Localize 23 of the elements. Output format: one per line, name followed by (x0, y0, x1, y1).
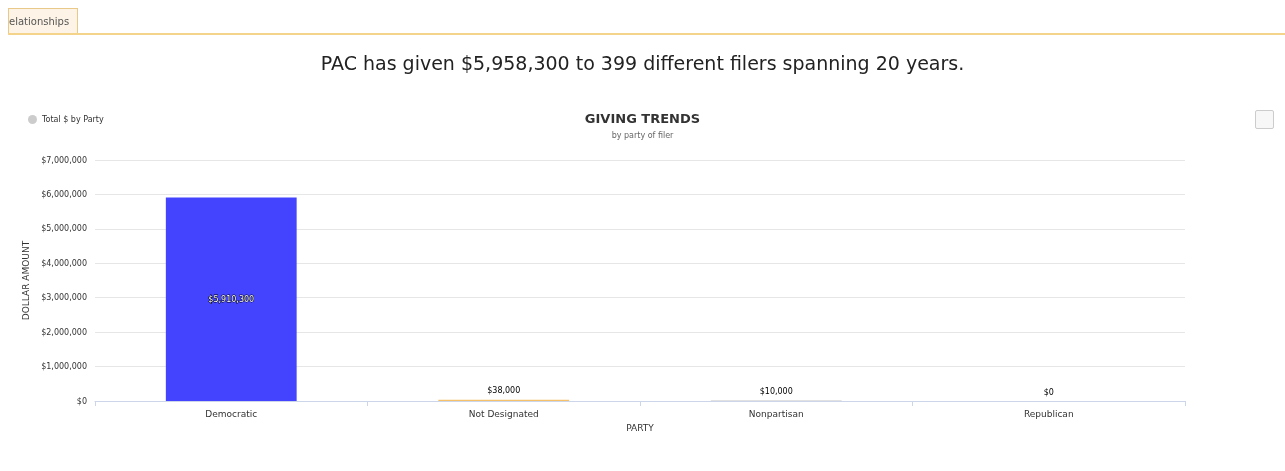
y-tick-label: $4,000,000 (41, 258, 87, 268)
data-label: $0 (1043, 387, 1054, 397)
data-label: $5,910,300 (208, 294, 255, 304)
y-tick-label: $2,000,000 (41, 327, 87, 337)
text: Total $ by Party (42, 115, 104, 124)
y-tick-label: $0 (76, 396, 87, 406)
text: PAC has given $5,958,300 to 399 different filers spanning 20 years. (319, 52, 966, 74)
chart-title: GIVING TRENDS (584, 111, 701, 126)
x-tick-label: Not Designated (468, 408, 539, 419)
y-tick-label: $3,000,000 (41, 293, 87, 303)
data-label: $10,000 (759, 387, 793, 397)
y-tick-label: $1,000,000 (41, 362, 87, 372)
y-axis-title: DOLLAR AMOUNT (20, 240, 31, 321)
y-tick-label: $7,000,000 (41, 155, 87, 165)
chart-subtitle: by party of filer (611, 130, 675, 140)
bar (165, 197, 297, 401)
y-tick-label: $5,000,000 (41, 224, 87, 234)
y-tick-label: $6,000,000 (41, 189, 87, 199)
x-tick-label: Nonpartisan (748, 408, 804, 419)
x-tick-label: Republican (1023, 408, 1074, 419)
x-tick-label: Democratic (205, 408, 258, 419)
x-axis-title: PARTY (626, 422, 655, 433)
data-label: $38,000 (487, 386, 521, 396)
